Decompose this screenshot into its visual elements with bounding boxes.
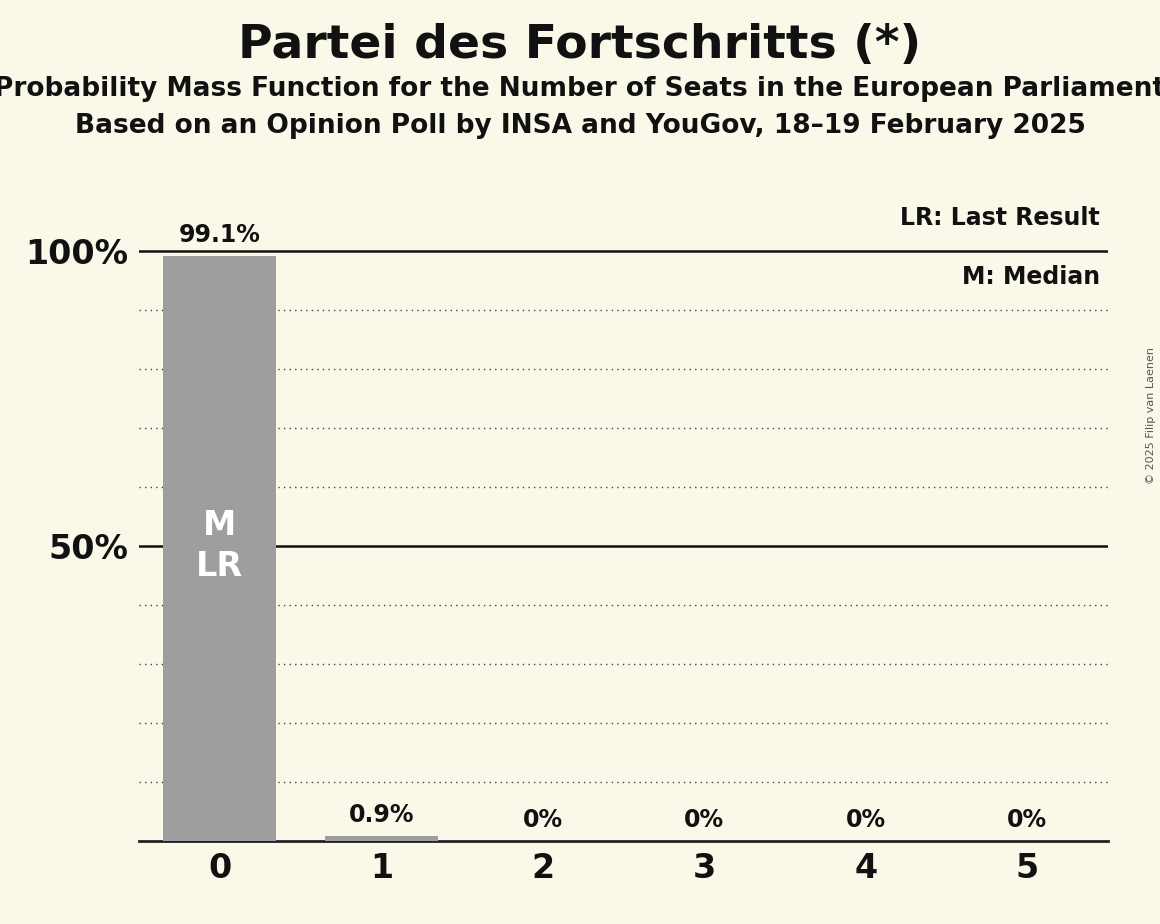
Text: 0%: 0% [523, 808, 563, 832]
Text: 0%: 0% [684, 808, 724, 832]
Text: Partei des Fortschritts (*): Partei des Fortschritts (*) [239, 23, 921, 68]
Text: M
LR: M LR [196, 509, 244, 582]
Text: M: Median: M: Median [962, 265, 1100, 289]
Text: 99.1%: 99.1% [179, 223, 261, 247]
Text: © 2025 Filip van Laenen: © 2025 Filip van Laenen [1146, 347, 1155, 484]
Bar [325, 835, 437, 841]
Text: Probability Mass Function for the Number of Seats in the European Parliament: Probability Mass Function for the Number… [0, 76, 1160, 102]
Text: Based on an Opinion Poll by INSA and YouGov, 18–19 February 2025: Based on an Opinion Poll by INSA and You… [74, 113, 1086, 139]
Text: 0%: 0% [846, 808, 886, 832]
Text: 0%: 0% [1007, 808, 1047, 832]
Text: LR: Last Result: LR: Last Result [900, 206, 1100, 230]
Text: 0.9%: 0.9% [349, 803, 414, 827]
Bar [164, 256, 276, 841]
